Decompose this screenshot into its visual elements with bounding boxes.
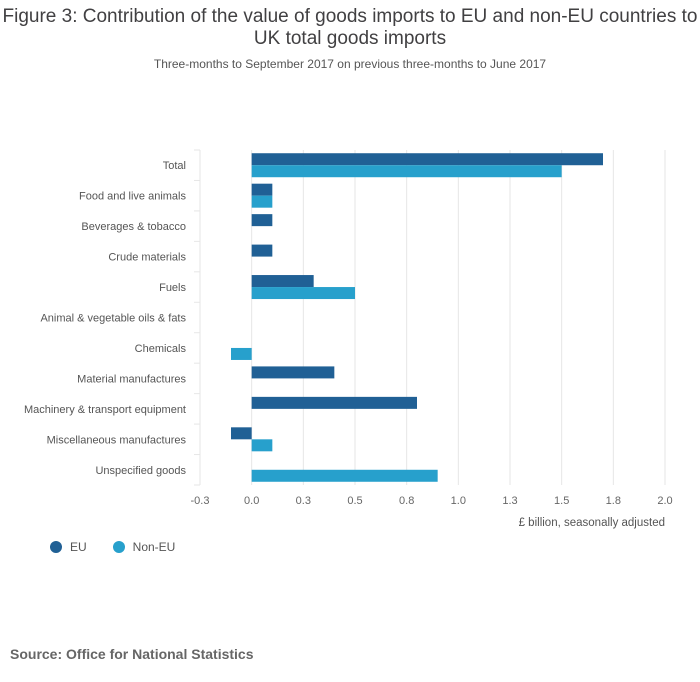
bar-non-eu[interactable] xyxy=(251,287,355,300)
bar-eu[interactable] xyxy=(251,396,417,409)
category-label: Animal & vegetable oils & fats xyxy=(40,313,186,325)
x-tick-label: 1.3 xyxy=(502,495,517,507)
source-note: Source: Office for National Statistics xyxy=(10,646,254,662)
chart-title: Figure 3: Contribution of the value of g… xyxy=(2,6,698,49)
legend-label-non-eu: Non-EU xyxy=(132,540,176,554)
bar-eu[interactable] xyxy=(231,427,252,440)
category-label: Material manufactures xyxy=(77,373,186,385)
category-label: Crude materials xyxy=(108,252,186,264)
x-tick-label: 0.8 xyxy=(399,495,414,507)
bar-eu[interactable] xyxy=(251,366,335,379)
bars-layer xyxy=(231,153,603,482)
bar-non-eu[interactable] xyxy=(251,165,562,178)
category-label: Total xyxy=(163,160,186,172)
bar-eu[interactable] xyxy=(251,153,603,166)
category-label: Chemicals xyxy=(135,343,187,355)
bar-non-eu[interactable] xyxy=(251,469,438,482)
chart-subtitle: Three-months to September 2017 on previo… xyxy=(153,57,547,71)
category-label: Food and live animals xyxy=(79,191,187,203)
legend-item-eu[interactable]: EU xyxy=(50,540,87,554)
x-tick-label: -0.3 xyxy=(191,495,210,507)
bar-non-eu[interactable] xyxy=(231,347,252,360)
category-label: Miscellaneous manufactures xyxy=(47,434,187,446)
x-tick-label: 0.5 xyxy=(347,495,362,507)
x-axis-title: £ billion, seasonally adjusted xyxy=(519,517,665,529)
x-tick-label: 1.0 xyxy=(451,495,466,507)
x-tick-label: 1.5 xyxy=(554,495,569,507)
legend-label-eu: EU xyxy=(70,540,87,554)
x-tick-label: 0.0 xyxy=(244,495,259,507)
x-tick-label: 2.0 xyxy=(657,495,672,507)
bar-eu[interactable] xyxy=(251,275,314,288)
legend-item-non-eu[interactable]: Non-EU xyxy=(112,540,176,554)
tick-labels: -0.3 0.0 0.3 0.5 0.8 1.0 1.3 1.5 1.8 2.0 xyxy=(191,495,673,507)
bar-chart: Total Food and live animals Beverages & to… xyxy=(24,149,673,529)
bar-non-eu[interactable] xyxy=(251,195,273,208)
x-tick-label: 1.8 xyxy=(606,495,621,507)
bar-eu[interactable] xyxy=(251,183,273,196)
legend-swatch-non-eu xyxy=(112,541,125,553)
bar-non-eu[interactable] xyxy=(251,439,273,452)
bar-eu[interactable] xyxy=(251,214,273,227)
category-label: Machinery & transport equipment xyxy=(24,404,186,416)
grid-layer xyxy=(194,149,666,486)
legend-swatch-eu xyxy=(50,541,62,553)
category-label: Beverages & tobacco xyxy=(81,221,186,233)
bar-eu[interactable] xyxy=(251,244,273,257)
x-tick-label: 0.3 xyxy=(296,495,311,507)
category-label: Fuels xyxy=(159,282,186,294)
category-labels: Total Food and live animals Beverages & to… xyxy=(24,160,187,477)
legend: EU Non-EU xyxy=(50,540,201,554)
category-label: Unspecified goods xyxy=(95,465,186,477)
